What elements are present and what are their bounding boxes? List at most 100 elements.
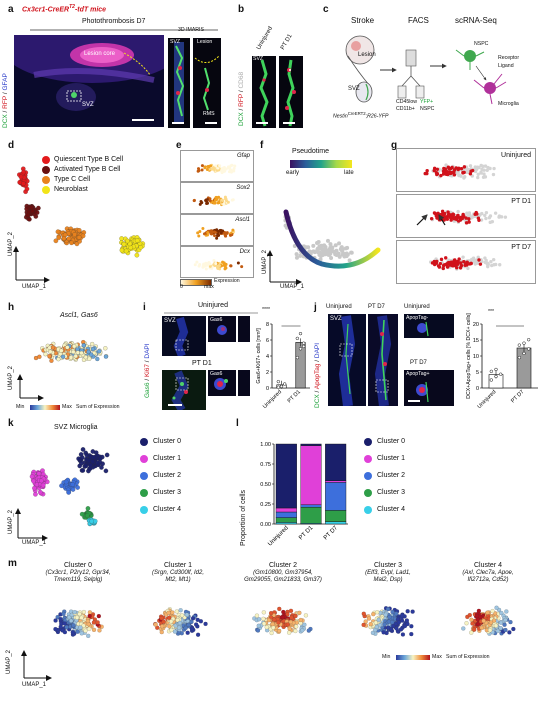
cluster-point	[38, 489, 43, 495]
feature-point	[69, 618, 74, 623]
data-point	[298, 331, 303, 336]
condition-point	[476, 216, 481, 220]
feature-point	[409, 632, 414, 637]
condition-point	[465, 260, 469, 264]
condition-point-bg	[498, 263, 502, 267]
condition-point-bg	[480, 167, 484, 171]
k-y-axis-label: UMAP_2	[8, 509, 14, 534]
expression-point	[75, 350, 80, 355]
condition-point-bg	[485, 168, 489, 172]
m-scale-min: Min	[382, 654, 391, 660]
condition-point	[450, 263, 454, 267]
cluster-point	[36, 471, 42, 477]
feature-point	[504, 609, 509, 614]
feature-point	[221, 260, 225, 264]
feature-point	[205, 167, 209, 171]
c-facs-label: FACS	[408, 16, 429, 25]
i-gas6-label: Gas6	[210, 317, 223, 323]
condition-point	[435, 259, 439, 264]
cluster-point	[90, 459, 95, 464]
feature-point	[185, 630, 190, 635]
feature-point	[195, 260, 199, 264]
cluster-point	[80, 447, 86, 452]
feature-point	[410, 609, 415, 614]
condition-point-bg	[479, 163, 483, 168]
pseudotime-point	[344, 252, 349, 257]
feature-point	[58, 616, 63, 622]
c-yfp-label: YFP+	[420, 99, 434, 105]
condition-point	[440, 209, 445, 214]
condition-point-bg	[479, 218, 484, 222]
umap-point	[29, 205, 34, 210]
a-imaris-lesion: Lesion RMS	[193, 38, 221, 128]
i-uninjured-line	[164, 312, 258, 314]
feature-point	[469, 617, 474, 622]
feature-point	[161, 619, 166, 624]
feature-point	[194, 622, 199, 627]
e-plot-gfap: Gfap	[180, 150, 254, 182]
pseudotime-point	[338, 247, 343, 252]
stacked-segment	[300, 443, 322, 446]
feature-point	[224, 234, 228, 238]
feature-point	[233, 164, 237, 168]
cluster-point	[80, 468, 86, 473]
condition-point	[443, 216, 447, 220]
stacked-segment	[300, 445, 322, 506]
y-tick-label: 6	[266, 338, 269, 344]
cluster-point	[31, 478, 36, 484]
panel-letter-h: h	[8, 302, 15, 313]
d-legend-swatch	[42, 156, 50, 165]
feature-point	[183, 625, 188, 630]
expression-point	[103, 354, 109, 359]
feature-point	[70, 630, 75, 635]
data-point	[489, 378, 493, 382]
cluster-point	[83, 463, 89, 469]
feature-point	[382, 622, 387, 627]
h-scale-label: Sum of Expression	[76, 404, 120, 410]
pseudotime-point	[329, 256, 334, 261]
feature-point	[287, 626, 292, 631]
feature-point	[224, 199, 228, 203]
umap-point	[24, 186, 30, 192]
expression-point	[73, 354, 78, 359]
feature-point	[485, 610, 490, 615]
umap-point	[69, 240, 74, 246]
feature-point	[269, 615, 274, 620]
feature-point	[375, 610, 380, 615]
umap-point	[138, 244, 144, 250]
pseudotime-point	[298, 253, 303, 258]
y-axis-label: DCX+ApopTag+ cells [% DCX+ cells]	[466, 313, 472, 399]
feature-point	[385, 607, 391, 612]
condition-point-bg	[490, 263, 494, 268]
data-point	[522, 341, 526, 345]
m-feature-plot	[153, 607, 208, 637]
stacked-segment	[275, 522, 297, 525]
feature-point	[222, 165, 226, 169]
m-title-0: Cluster 0 (Cx3cr1, P2ry12, Gpr34, Tmem119,…	[45, 562, 111, 583]
feature-point	[175, 618, 180, 623]
feature-point	[172, 629, 178, 634]
condition-point-bg	[476, 175, 480, 180]
data-point	[517, 355, 521, 360]
feature-point	[216, 229, 220, 233]
expression-point	[48, 349, 53, 354]
stacked-segment	[325, 443, 347, 481]
feature-point	[400, 632, 405, 637]
stacked-segment	[325, 480, 347, 483]
condition-point	[438, 261, 443, 266]
feature-point	[55, 615, 60, 620]
h-scale-min: Min	[16, 404, 25, 410]
data-point	[517, 343, 521, 347]
condition-point-bg	[463, 174, 467, 179]
j-svz-label: SVZ	[330, 316, 342, 322]
panel-letter-j: j	[314, 302, 317, 313]
i-stain-label: Gas6 / Ki67 / DAPI	[144, 343, 151, 398]
l-legend-item: Cluster 4	[364, 506, 405, 515]
l-legend-item: Cluster 1	[364, 455, 405, 464]
l-legend-swatch	[364, 489, 372, 498]
feature-point	[203, 165, 207, 169]
condition-point	[458, 217, 463, 221]
a-lesion-core-label: Lesion core	[84, 51, 116, 57]
x-tick-label: PT D7	[323, 525, 340, 542]
feature-point	[386, 625, 391, 630]
